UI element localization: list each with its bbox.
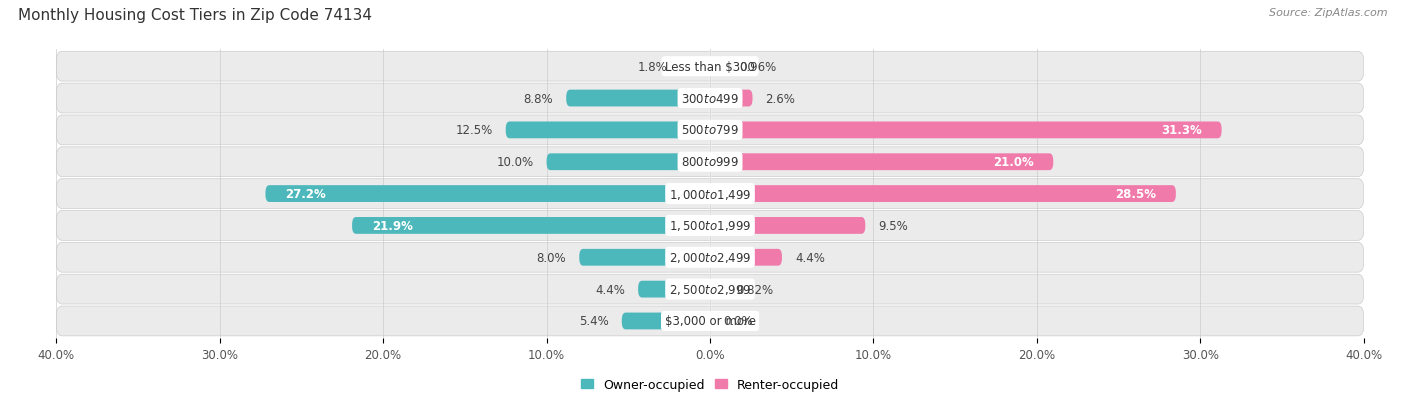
FancyBboxPatch shape	[710, 122, 1222, 139]
FancyBboxPatch shape	[710, 154, 1053, 171]
Text: 8.0%: 8.0%	[537, 251, 567, 264]
Text: 8.8%: 8.8%	[523, 93, 553, 105]
FancyBboxPatch shape	[681, 59, 710, 76]
FancyBboxPatch shape	[710, 186, 1175, 202]
Text: 28.5%: 28.5%	[1115, 188, 1156, 201]
FancyBboxPatch shape	[710, 59, 725, 76]
FancyBboxPatch shape	[710, 218, 865, 234]
FancyBboxPatch shape	[56, 179, 1364, 209]
Text: $500 to $799: $500 to $799	[681, 124, 740, 137]
Text: Monthly Housing Cost Tiers in Zip Code 74134: Monthly Housing Cost Tiers in Zip Code 7…	[18, 8, 373, 23]
FancyBboxPatch shape	[56, 116, 1364, 145]
Text: 2.6%: 2.6%	[766, 93, 796, 105]
Text: 12.5%: 12.5%	[456, 124, 492, 137]
FancyBboxPatch shape	[266, 186, 710, 202]
FancyBboxPatch shape	[710, 90, 752, 107]
FancyBboxPatch shape	[547, 154, 710, 171]
Text: Source: ZipAtlas.com: Source: ZipAtlas.com	[1270, 8, 1388, 18]
Text: $1,500 to $1,999: $1,500 to $1,999	[669, 219, 751, 233]
FancyBboxPatch shape	[710, 281, 724, 298]
Text: 9.5%: 9.5%	[879, 219, 908, 233]
FancyBboxPatch shape	[710, 249, 782, 266]
Text: 10.0%: 10.0%	[496, 156, 533, 169]
Text: 0.82%: 0.82%	[737, 283, 773, 296]
FancyBboxPatch shape	[56, 147, 1364, 177]
Text: 1.8%: 1.8%	[638, 61, 668, 74]
FancyBboxPatch shape	[506, 122, 710, 139]
FancyBboxPatch shape	[621, 313, 710, 330]
Text: 0.0%: 0.0%	[723, 315, 752, 328]
FancyBboxPatch shape	[352, 218, 710, 234]
Text: Less than $300: Less than $300	[665, 61, 755, 74]
Text: 5.4%: 5.4%	[579, 315, 609, 328]
FancyBboxPatch shape	[567, 90, 710, 107]
FancyBboxPatch shape	[56, 275, 1364, 304]
Text: $2,000 to $2,499: $2,000 to $2,499	[669, 251, 751, 265]
FancyBboxPatch shape	[56, 84, 1364, 114]
Text: 31.3%: 31.3%	[1161, 124, 1202, 137]
FancyBboxPatch shape	[56, 211, 1364, 241]
Text: $2,500 to $2,999: $2,500 to $2,999	[669, 282, 751, 297]
FancyBboxPatch shape	[56, 306, 1364, 336]
Text: $300 to $499: $300 to $499	[681, 93, 740, 105]
Text: 21.9%: 21.9%	[371, 219, 412, 233]
Text: $1,000 to $1,499: $1,000 to $1,499	[669, 187, 751, 201]
Legend: Owner-occupied, Renter-occupied: Owner-occupied, Renter-occupied	[575, 373, 845, 396]
Text: 4.4%: 4.4%	[595, 283, 626, 296]
Text: 0.96%: 0.96%	[738, 61, 776, 74]
Text: 27.2%: 27.2%	[285, 188, 326, 201]
FancyBboxPatch shape	[579, 249, 710, 266]
Text: 21.0%: 21.0%	[993, 156, 1033, 169]
Text: $3,000 or more: $3,000 or more	[665, 315, 755, 328]
FancyBboxPatch shape	[56, 52, 1364, 82]
FancyBboxPatch shape	[638, 281, 710, 298]
Text: $800 to $999: $800 to $999	[681, 156, 740, 169]
FancyBboxPatch shape	[56, 243, 1364, 273]
Text: 4.4%: 4.4%	[794, 251, 825, 264]
